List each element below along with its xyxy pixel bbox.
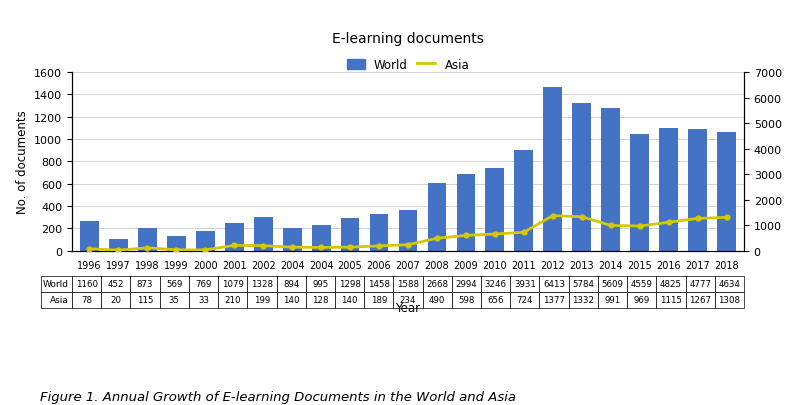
Bar (109, 240, 128, 251)
Bar (341, 218, 359, 251)
Bar (167, 237, 186, 251)
Bar (630, 135, 649, 251)
Bar (80, 222, 98, 251)
Bar (254, 217, 273, 251)
Bar (602, 108, 620, 251)
Bar (225, 224, 244, 251)
Bar (398, 211, 418, 251)
Bar (282, 228, 302, 251)
Bar (718, 133, 736, 251)
Bar (688, 130, 707, 251)
Bar (370, 214, 389, 251)
Bar (572, 104, 591, 251)
Bar (312, 226, 330, 251)
Title: E-learning documents: E-learning documents (332, 32, 484, 45)
Legend: World, Asia: World, Asia (342, 54, 474, 76)
Bar (659, 128, 678, 251)
Bar (427, 183, 446, 251)
Text: Figure 1. Annual Growth of E-learning Documents in the World and Asia: Figure 1. Annual Growth of E-learning Do… (40, 390, 516, 403)
Y-axis label: No. of documents: No. of documents (15, 110, 29, 214)
Bar (514, 151, 534, 251)
X-axis label: Year: Year (395, 301, 421, 314)
Bar (138, 229, 157, 251)
Bar (486, 168, 504, 251)
Bar (196, 232, 214, 251)
Bar (457, 175, 475, 251)
Bar (543, 88, 562, 251)
